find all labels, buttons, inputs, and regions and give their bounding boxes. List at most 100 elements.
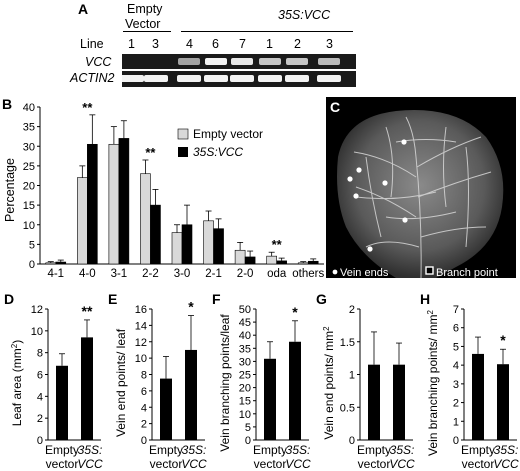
xtick-label: 35S: [494,443,519,457]
leaf-blade [337,110,504,278]
ytick-label: 1 [349,370,355,382]
chart-b-xtick-label: 4-0 [79,268,96,280]
ytick-label: 10 [31,326,43,338]
chart-b-xtick-label: 4-1 [47,268,64,280]
legend-branch-point-marker [425,266,434,275]
ytick-label: 0 [245,435,251,447]
xtick-label: vector [254,457,287,471]
panel-c-letter: C [330,99,341,115]
chart-b-bar [181,224,193,265]
legend-label-empty-vector: Empty vector [193,127,263,141]
ytick-label: 5 [245,422,251,434]
chart-g: G Vein end points/ mm2 0 0.5 1 1.5 2 Emptyvecto… [316,291,415,471]
ytick-label: 3 [453,379,459,391]
ytick-label: 5 [453,341,459,353]
chart-b-ytick-label: 30 [23,141,35,153]
chart-d-ylabel: Leaf area (mm2) [10,340,25,426]
gel-band-actin2 [285,75,309,82]
ytick-label: 10 [239,409,251,421]
gene-label-actin2: ACTIN2 [70,71,115,85]
ytick-label: 25 [239,370,251,382]
ytick-label: 8 [37,348,43,360]
xtick-label: VCC [181,457,207,471]
xtick-label: Empty [149,443,183,457]
chart-b-ytick-label: 15 [23,200,35,212]
xtick-label: vector [150,457,183,471]
xtick-label: VCC [493,457,519,471]
xtick-label: Empty [357,443,391,457]
ytick-label: 1 [453,416,459,428]
significance: ** [82,303,93,319]
chart-d: D Leaf area (mm2) 0 2 4 6 8 10 12 ** Emptyvector35… [4,291,103,471]
xtick-label: 35S: [182,443,207,457]
bar [56,365,68,440]
ytick-label: 2 [37,413,43,425]
gel-band-actin2 [258,75,282,82]
xtick-label: vector [46,457,79,471]
panel-a-letter: A [78,1,89,17]
ytick-label: 2 [141,419,147,431]
panel-d-letter: D [4,291,14,307]
xtick-label: Empty [253,443,287,457]
panel-b-letter: B [2,96,13,112]
ytick-label: 0.5 [340,402,355,414]
lane-number: 3 [152,37,159,51]
chart-b-xtick-label: 2-1 [205,268,222,280]
chart-b-ytick-label: 5 [29,239,35,251]
lane-number: 3 [326,37,333,51]
xtick-label: VCC [285,457,311,471]
xtick-label: VCC [389,457,415,471]
chart-b-significance: ** [82,100,93,115]
chart-b-bar [297,262,309,265]
ytick-label: 8 [141,370,147,382]
gel-band-actin2 [122,75,144,82]
chart-b-bar [45,262,57,265]
lane-number: 6 [212,37,219,51]
ytick-label: 45 [239,317,251,329]
chart-b-xtick-label: 3-1 [111,268,128,280]
chart-b-xtick-label: 2-2 [142,268,159,280]
significance: * [500,332,506,348]
ytick-label: 2 [349,304,355,316]
chart-b-bar [213,228,224,265]
leaf-vein-image: Vein ends Branch point [332,110,504,278]
empty-vector-bracket [123,31,171,32]
chart-b-xtick-label: 2-0 [237,268,254,280]
legend-swatch-vcc [178,147,188,157]
bar [368,364,380,440]
gel-band-vcc [259,58,281,65]
construct-label: 35S:VCC [278,8,331,22]
chart-b-xtick-label: oda [267,268,287,280]
significance: * [292,304,298,320]
significance: * [188,299,194,315]
empty-vector-label-line2: Vector [125,17,161,31]
ytick-label: 15 [239,396,251,408]
bar [264,358,276,440]
chart-b-bar [87,143,98,265]
legend-vein-ends-label: Vein ends [340,267,389,278]
ytick-label: 6 [37,370,43,382]
panel-f-letter: F [212,291,221,307]
chart-b-ytick-label: 0 [29,259,35,271]
gel-band-vcc [286,58,308,65]
chart-g-ylabel: Vein end points/ mm2 [322,326,337,440]
lane-number: 2 [294,37,301,51]
chart-e-ylabel: Vein end points/ leaf [114,328,128,437]
ytick-label: 30 [239,356,251,368]
bar [160,378,172,440]
xtick-label: Empty [461,443,495,457]
chart-b-ylabel: Percentage [3,158,17,222]
chart-b-bar [108,143,120,265]
chart-b-bar [77,177,88,265]
gel-band-vcc [205,58,227,65]
gel-band-actin2 [144,75,168,82]
legend-vein-end-dot [332,269,338,275]
construct-bracket [181,31,353,32]
chart-b-ytick-label: 35 [23,122,35,134]
gene-label-vcc: VCC [85,55,112,69]
ytick-label: 4 [37,391,43,403]
gel-band-vcc [318,58,340,65]
bar [289,341,301,440]
xtick-label: 35S: [390,443,415,457]
